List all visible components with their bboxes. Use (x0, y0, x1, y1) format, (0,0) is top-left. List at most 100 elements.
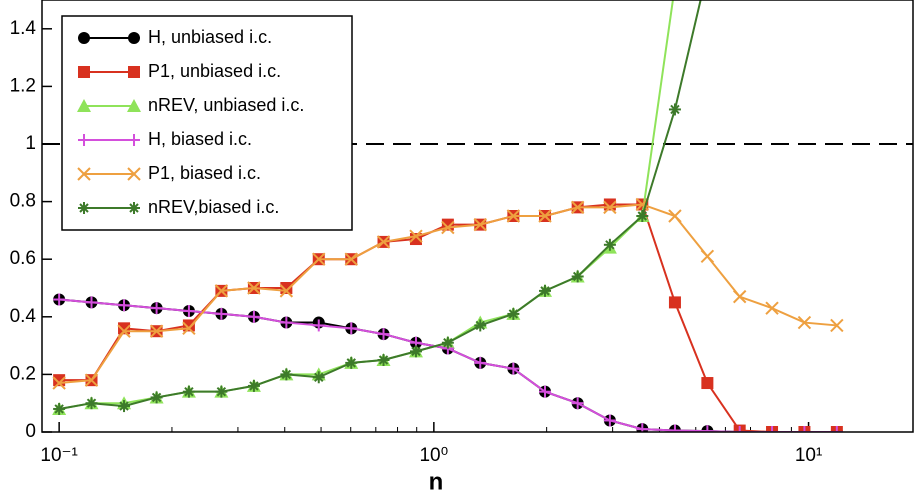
marker (668, 424, 681, 432)
marker (441, 336, 454, 349)
marker (78, 202, 90, 214)
marker-part (184, 386, 194, 397)
marker-part (473, 217, 487, 232)
marker-part (86, 398, 97, 408)
marker (474, 319, 487, 332)
marker (798, 426, 811, 432)
marker (247, 281, 261, 295)
marker-part (216, 386, 227, 397)
marker (377, 354, 390, 366)
x-tick-label: 10¹ (795, 445, 822, 466)
marker-part (346, 358, 356, 368)
marker (182, 305, 195, 318)
marker (539, 385, 552, 398)
y-tick-label: 0.8 (10, 191, 36, 212)
marker (668, 296, 681, 309)
marker-part (701, 377, 714, 390)
marker-part (797, 315, 812, 330)
marker (312, 252, 326, 266)
marker-part (508, 309, 519, 319)
legend-box (61, 15, 353, 231)
marker-part (118, 322, 131, 335)
marker (668, 209, 682, 223)
legend-label: nREV,biased i.c. (148, 197, 279, 217)
x-tick-label: 10⁻¹ (40, 445, 78, 466)
marker (732, 289, 747, 304)
marker (127, 99, 141, 112)
marker (85, 296, 98, 309)
marker (636, 423, 649, 432)
marker-part (128, 32, 140, 44)
series-line (59, 203, 837, 432)
marker (409, 345, 422, 358)
marker-part (77, 99, 91, 112)
marker-part (117, 324, 131, 338)
marker (538, 209, 552, 223)
marker-part (151, 392, 162, 403)
marker (733, 426, 746, 432)
marker-part (570, 200, 585, 215)
marker (182, 385, 195, 398)
marker-part (506, 209, 521, 223)
marker (150, 391, 163, 404)
marker (128, 32, 140, 44)
marker-part (411, 346, 421, 357)
y-tick-label: 1 (25, 133, 36, 154)
marker (149, 324, 164, 338)
legend-label: H, unbiased i.c. (148, 27, 272, 47)
marker (765, 301, 779, 315)
marker (474, 356, 487, 369)
marker-part (670, 104, 680, 115)
marker-part (376, 235, 391, 249)
marker-part (127, 99, 141, 112)
y-tick-label: 1.2 (10, 75, 36, 96)
marker (507, 362, 520, 375)
marker-part (732, 289, 747, 304)
marker-part (540, 286, 550, 296)
marker-part (344, 252, 358, 266)
marker-part (605, 240, 615, 250)
marker (77, 167, 91, 181)
legend-label: nREV, unbiased i.c. (148, 95, 304, 115)
marker-part (52, 376, 66, 390)
marker (118, 400, 131, 413)
marker (53, 402, 66, 415)
marker (77, 99, 91, 112)
marker (84, 373, 99, 387)
marker (78, 32, 90, 44)
marker (701, 377, 714, 390)
series-line (59, 203, 837, 385)
marker-part (247, 281, 261, 295)
marker-part (637, 211, 648, 221)
marker-part (538, 209, 552, 223)
marker (539, 284, 552, 297)
marker-part (572, 271, 583, 282)
marker (128, 134, 140, 146)
legend-label: H, biased i.c. (148, 129, 252, 149)
y-tick-label: 0 (25, 421, 36, 442)
y-tick-label: 1.4 (10, 18, 37, 39)
marker-part (54, 404, 64, 414)
marker (247, 379, 260, 392)
marker (78, 134, 90, 146)
marker-part (281, 369, 292, 380)
marker (118, 322, 131, 335)
marker (830, 318, 844, 333)
marker (345, 356, 358, 369)
marker-part (84, 373, 99, 387)
marker-part (78, 32, 90, 44)
marker-part (78, 66, 90, 78)
marker (377, 328, 390, 341)
y-tick-label: 0.4 (10, 306, 37, 327)
marker-part (312, 252, 326, 266)
marker-part (128, 66, 140, 78)
legend-label: P1, unbiased i.c. (148, 61, 281, 81)
marker-part (127, 167, 141, 181)
marker (376, 235, 391, 249)
marker (441, 220, 455, 235)
marker (668, 103, 681, 116)
marker (215, 307, 228, 320)
marker-part (441, 220, 455, 235)
marker-part (129, 203, 139, 213)
marker-part (214, 284, 229, 298)
